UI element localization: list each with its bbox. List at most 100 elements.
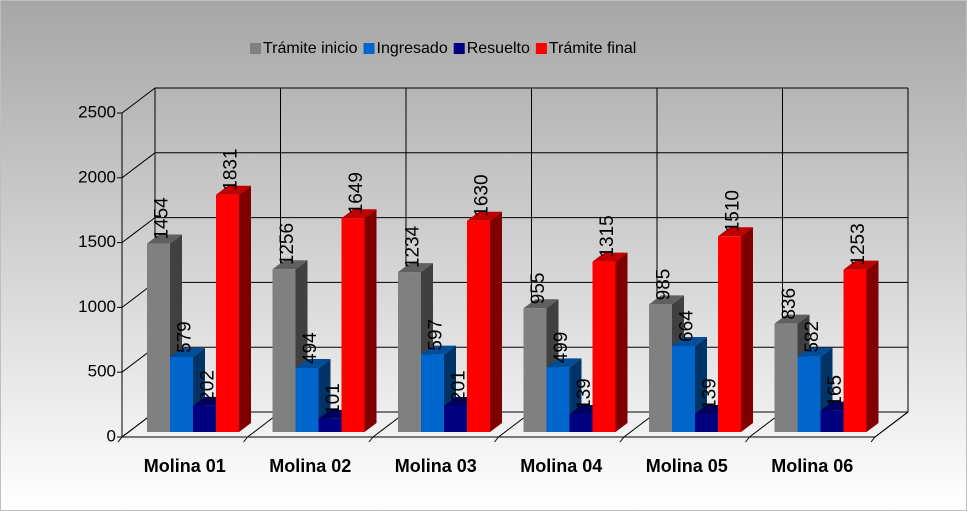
- bar: [444, 405, 467, 432]
- floor-divider: [874, 411, 909, 438]
- bar-side: [866, 260, 879, 432]
- bar-top: [592, 252, 628, 262]
- data-label: 597: [426, 319, 447, 351]
- data-label: 139: [574, 378, 595, 410]
- legend-swatch: [453, 43, 465, 54]
- bar-side: [364, 209, 377, 432]
- legend-label: Resuelto: [467, 40, 530, 57]
- data-label: 1315: [597, 215, 618, 257]
- data-label: 955: [528, 273, 549, 305]
- bar: [649, 304, 672, 432]
- y-tick-label: 500: [88, 362, 116, 381]
- x-tick-label: Molina 04: [520, 456, 602, 476]
- data-label: 1253: [848, 223, 869, 265]
- bar-top: [295, 358, 331, 368]
- legend-swatch: [250, 43, 261, 54]
- bar: [695, 413, 718, 432]
- x-tick-label: Molina 02: [269, 456, 351, 476]
- data-label: 1630: [472, 174, 493, 216]
- y-tick-label: 2000: [78, 167, 116, 186]
- bar: [797, 356, 821, 432]
- data-label: 664: [677, 310, 698, 342]
- bar-top: [523, 299, 559, 309]
- bar: [718, 236, 741, 432]
- data-label: 1831: [221, 148, 242, 190]
- bar: [216, 194, 239, 432]
- data-label: 1256: [277, 223, 298, 265]
- bar: [672, 345, 695, 432]
- data-label: 165: [825, 375, 846, 407]
- legend-label: Trámite inicio: [263, 40, 358, 57]
- bar: [341, 218, 365, 432]
- bar-top: [649, 295, 684, 305]
- bar-top: [718, 227, 753, 237]
- bar: [523, 308, 547, 432]
- category-tick: [745, 436, 750, 443]
- data-label: 1234: [403, 225, 424, 268]
- legend-swatch: [363, 43, 375, 54]
- data-label: 494: [300, 332, 321, 364]
- bar-side: [490, 211, 502, 432]
- bar: [318, 418, 342, 432]
- data-label: 582: [802, 321, 823, 353]
- y-tick-label: 2500: [78, 102, 116, 121]
- data-label: 985: [654, 269, 675, 301]
- bar: [467, 220, 490, 432]
- bar: [295, 367, 319, 432]
- bar-top: [147, 234, 182, 244]
- bar-side: [239, 185, 251, 432]
- bar: [421, 354, 444, 432]
- x-tick-label: Molina 06: [771, 456, 853, 476]
- bar-top: [774, 314, 810, 324]
- data-label: 101: [323, 383, 344, 415]
- data-label: 201: [449, 370, 470, 402]
- bar: [147, 243, 170, 432]
- bar-top: [272, 260, 308, 270]
- legend-label: Trámite final: [549, 40, 636, 57]
- x-tick-label: Molina 03: [395, 456, 477, 476]
- bar: [843, 269, 867, 432]
- grid-line: [121, 217, 156, 243]
- bar-top: [672, 336, 707, 346]
- legend-label: Ingresado: [377, 40, 448, 57]
- category-tick: [619, 436, 625, 443]
- grid-line: [121, 152, 156, 179]
- bar-side: [741, 227, 753, 432]
- data-label: 1454: [152, 197, 173, 240]
- category-tick: [368, 436, 374, 443]
- data-label: 1510: [723, 190, 744, 232]
- data-label: 1649: [346, 172, 367, 214]
- category-tick: [117, 436, 123, 443]
- y-tick-label: 1000: [78, 297, 116, 316]
- bar-top: [216, 185, 251, 195]
- bar-top: [546, 358, 582, 368]
- x-tick-label: Molina 05: [646, 456, 728, 476]
- y-tick-label: 0: [107, 426, 116, 445]
- bar-top: [398, 263, 433, 273]
- grid-line: [121, 87, 156, 114]
- bar-top: [843, 260, 879, 270]
- category-tick: [494, 436, 499, 443]
- bar: [272, 269, 296, 432]
- legend-swatch: [535, 43, 547, 54]
- data-label: 139: [700, 378, 721, 410]
- bar-top: [421, 345, 456, 355]
- data-label: 579: [175, 321, 196, 353]
- category-tick: [870, 436, 876, 443]
- bar-top: [341, 209, 377, 219]
- data-label: 499: [551, 332, 572, 364]
- bar: [592, 261, 616, 432]
- data-label: 836: [779, 288, 800, 320]
- x-tick-label: Molina 01: [144, 456, 226, 476]
- bar: [820, 410, 844, 432]
- bar: [569, 413, 593, 432]
- bar-side: [615, 252, 628, 432]
- data-label: 202: [198, 370, 219, 402]
- bar-top: [467, 211, 502, 221]
- bar-top: [797, 347, 833, 357]
- bar: [546, 367, 570, 432]
- bar: [774, 323, 798, 432]
- bar: [170, 356, 193, 432]
- y-tick-label: 1500: [78, 232, 116, 251]
